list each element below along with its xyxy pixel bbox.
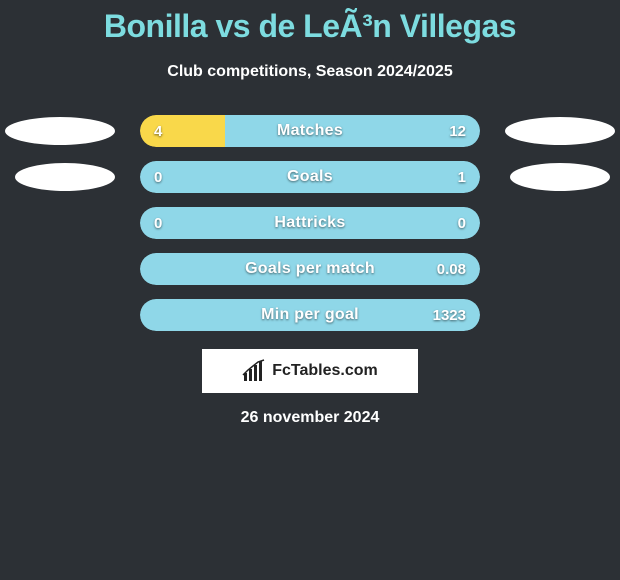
stat-value-right: 12 (449, 115, 466, 147)
stat-value-right: 0.08 (437, 253, 466, 285)
stat-bars: Matches412Goals01Hattricks00Goals per ma… (0, 115, 620, 331)
stat-row: Hattricks0 0 (0, 207, 620, 239)
stat-label: Min per goal (140, 299, 480, 331)
stat-label: Matches (140, 115, 480, 147)
stat-label: Goals per match (140, 253, 480, 285)
player-avatar-right (505, 117, 615, 145)
stat-row: Min per goal1323 (0, 299, 620, 331)
stat-value-left: 0 (154, 207, 162, 239)
stat-value-right: 0 (458, 207, 466, 239)
brand-icon (242, 359, 266, 383)
stat-row: Goals0 1 (0, 161, 620, 193)
brand-text: FcTables.com (272, 362, 378, 380)
comparison-card: Bonilla vs de LeÃ³n Villegas Club compet… (0, 0, 620, 580)
page-title: Bonilla vs de LeÃ³n Villegas (0, 0, 620, 45)
stat-bar: Goals per match0.08 (140, 253, 480, 285)
stat-bar: Matches4 12 (140, 115, 480, 147)
stat-row: Matches4 12 (0, 115, 620, 147)
stat-label: Goals (140, 161, 480, 193)
stat-value-left: 4 (154, 115, 162, 147)
player-avatar-left (5, 117, 115, 145)
stat-bar: Hattricks0 0 (140, 207, 480, 239)
player-avatar-left (15, 163, 115, 191)
stat-bar: Min per goal1323 (140, 299, 480, 331)
brand-badge[interactable]: FcTables.com (202, 349, 418, 393)
stat-label: Hattricks (140, 207, 480, 239)
player-avatar-right (510, 163, 610, 191)
stat-value-right: 1323 (433, 299, 466, 331)
stat-row: Goals per match0.08 (0, 253, 620, 285)
stat-bar: Goals0 1 (140, 161, 480, 193)
subtitle: Club competitions, Season 2024/2025 (0, 63, 620, 81)
stat-value-left: 0 (154, 161, 162, 193)
stat-value-right: 1 (458, 161, 466, 193)
date-label: 26 november 2024 (0, 409, 620, 427)
